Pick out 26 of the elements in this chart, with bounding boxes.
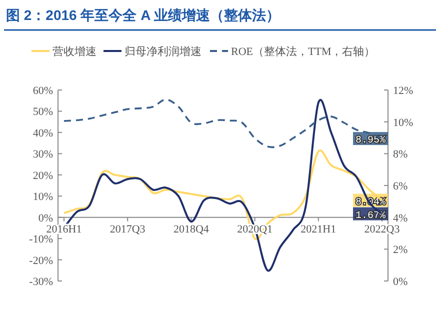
y2-tick-label: 2%: [393, 244, 408, 256]
x-tick-label: 2021H1: [300, 223, 336, 236]
y-tick-label: 10%: [32, 191, 53, 204]
y-tick-label: -10%: [29, 234, 53, 246]
y2-tick-label: 8%: [393, 148, 408, 161]
x-tick-label: 2017Q3: [110, 223, 146, 236]
y-tick-label: 60%: [32, 85, 53, 97]
y-tick-label: 0%: [38, 212, 53, 224]
y-tick-label: -30%: [29, 276, 53, 288]
y-tick-label: -20%: [29, 254, 53, 267]
y-tick-label: 50%: [32, 106, 53, 118]
x-tick-label: 2018Q4: [173, 223, 210, 236]
y2-tick-label: 4%: [393, 212, 408, 224]
data-label: 1.67%: [355, 210, 386, 222]
y2-tick-label: 12%: [393, 85, 414, 97]
chart-title: 图 2：2016 年至今全 A 业绩增速（整体法）: [6, 7, 280, 23]
legend-label: ROE（整体法，TTM，右轴）: [231, 45, 376, 58]
y-tick-label: 20%: [32, 170, 53, 182]
legend-label: 营收增速: [52, 45, 96, 58]
legend-label: 归母净利润增速: [124, 45, 202, 58]
data-label: 8.95%: [355, 136, 386, 147]
y-tick-label: 30%: [32, 148, 53, 161]
y-tick-label: 40%: [32, 127, 53, 140]
y2-tick-label: 10%: [393, 116, 414, 129]
y2-tick-label: 6%: [393, 180, 408, 192]
y2-tick-label: 0%: [393, 276, 408, 288]
